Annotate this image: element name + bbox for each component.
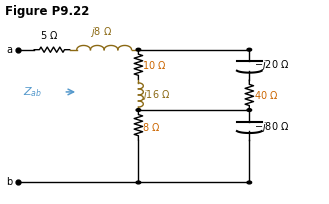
Text: 8 $\Omega$: 8 $\Omega$ xyxy=(142,121,161,133)
Text: b: b xyxy=(7,177,13,187)
Text: $j$8 $\Omega$: $j$8 $\Omega$ xyxy=(90,25,112,39)
Text: Figure P9.22: Figure P9.22 xyxy=(5,6,89,18)
Text: $j$16 $\Omega$: $j$16 $\Omega$ xyxy=(142,88,171,102)
Circle shape xyxy=(247,181,252,184)
Text: $Z_{ab}$: $Z_{ab}$ xyxy=(23,85,42,99)
Text: a: a xyxy=(7,45,13,55)
Text: 10 $\Omega$: 10 $\Omega$ xyxy=(142,59,167,71)
Circle shape xyxy=(136,109,141,111)
Text: $-j$20 $\Omega$: $-j$20 $\Omega$ xyxy=(254,58,290,72)
Circle shape xyxy=(136,48,141,51)
Circle shape xyxy=(136,181,141,184)
Text: 40 $\Omega$: 40 $\Omega$ xyxy=(254,89,279,101)
Text: $-j$80 $\Omega$: $-j$80 $\Omega$ xyxy=(254,120,290,134)
Circle shape xyxy=(247,109,252,111)
Circle shape xyxy=(247,48,252,51)
Text: 5 $\Omega$: 5 $\Omega$ xyxy=(39,29,58,41)
